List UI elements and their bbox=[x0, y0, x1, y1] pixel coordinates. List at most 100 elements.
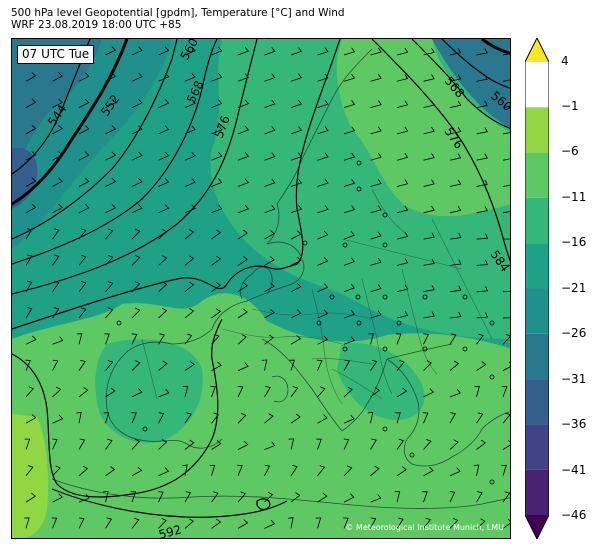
wind-barb bbox=[158, 439, 168, 450]
wind-barb bbox=[103, 490, 109, 503]
wind-barb bbox=[261, 359, 268, 371]
wind-barb bbox=[158, 99, 170, 108]
wind-barb bbox=[237, 440, 249, 450]
wind-barb bbox=[184, 333, 193, 345]
valid-time-label: 07 UTC Tue bbox=[17, 45, 95, 64]
wind-barb bbox=[131, 281, 141, 292]
wind-barb bbox=[158, 255, 168, 266]
wind-barb bbox=[182, 385, 189, 398]
wind-barb bbox=[264, 282, 275, 293]
wind-barb bbox=[343, 100, 356, 108]
wind-barb bbox=[211, 518, 222, 529]
wind-barb bbox=[502, 491, 510, 503]
wind-barb bbox=[237, 282, 248, 293]
wind-barb bbox=[502, 211, 510, 214]
wind-barb bbox=[370, 205, 382, 214]
wind-barb bbox=[502, 518, 510, 529]
colorbar-band bbox=[525, 243, 549, 289]
wind-barb bbox=[237, 204, 249, 214]
wind-barb bbox=[317, 335, 329, 345]
wind-barb bbox=[343, 73, 356, 82]
wind-barb bbox=[105, 228, 114, 240]
wind-barb bbox=[423, 439, 432, 450]
wind-barb bbox=[423, 100, 435, 108]
wind-barb bbox=[502, 105, 510, 108]
wind-barb bbox=[317, 47, 329, 56]
wind-barb bbox=[476, 179, 488, 187]
wind-barb bbox=[52, 307, 60, 319]
wind-barb bbox=[290, 335, 302, 345]
wind-barb bbox=[76, 411, 82, 424]
colorbar-tick: −31 bbox=[561, 372, 587, 386]
wind-barb bbox=[317, 230, 329, 240]
wind-barb bbox=[158, 491, 164, 503]
temp-band-1 bbox=[12, 414, 49, 538]
contour-576-east bbox=[411, 39, 510, 129]
wind-barb bbox=[131, 333, 138, 345]
wind-barb bbox=[209, 464, 216, 476]
temp-band-11-balkans bbox=[337, 343, 425, 420]
wind-barb bbox=[502, 184, 510, 187]
colorbar-bands bbox=[525, 38, 549, 539]
wind-barb bbox=[237, 334, 247, 345]
wind-barb bbox=[449, 48, 462, 56]
contour-592 bbox=[12, 318, 223, 498]
map-title: 500 hPa level Geopotential [gpdm], Tempe… bbox=[11, 7, 345, 19]
wind-barb bbox=[78, 517, 85, 529]
wind-barb bbox=[264, 386, 271, 398]
wind-barb bbox=[449, 311, 462, 319]
wind-barb bbox=[211, 46, 223, 56]
wind-barb bbox=[131, 151, 143, 161]
wind-barb bbox=[423, 205, 435, 214]
wind-barb bbox=[423, 388, 435, 398]
wind-barb bbox=[264, 256, 275, 266]
wind-barb bbox=[264, 204, 276, 214]
wind-barb bbox=[184, 178, 196, 187]
wind-barb bbox=[51, 517, 58, 529]
temp-band-26-ne bbox=[432, 39, 510, 128]
wind-barb bbox=[396, 310, 409, 319]
wind-barb bbox=[395, 333, 402, 345]
wind-barb bbox=[264, 178, 276, 187]
wind-barb bbox=[211, 282, 222, 293]
wind-barb bbox=[184, 518, 194, 529]
wind-barb bbox=[52, 414, 64, 424]
wind-barb bbox=[131, 204, 143, 214]
wind-barb bbox=[423, 258, 435, 266]
wind-barb bbox=[158, 333, 165, 345]
wind-barb bbox=[158, 388, 170, 398]
wind-barb bbox=[158, 125, 170, 135]
wind-barb bbox=[211, 412, 220, 424]
wind-barb bbox=[343, 336, 355, 345]
wind-barb bbox=[396, 179, 409, 187]
wind-barb bbox=[396, 387, 408, 398]
wind-barb bbox=[131, 388, 143, 398]
wind-barb bbox=[158, 412, 165, 424]
wind-barb bbox=[317, 99, 329, 108]
wind-barb bbox=[184, 255, 195, 266]
wind-barb bbox=[423, 153, 435, 161]
wind-barb bbox=[423, 311, 435, 319]
wind-barb bbox=[502, 412, 510, 424]
wind-barb bbox=[25, 98, 37, 108]
colorbar-band bbox=[525, 197, 549, 244]
weather-map: 544 552 560 568 576 584 592 568 576 560 … bbox=[11, 38, 511, 539]
wind-barb bbox=[158, 517, 167, 529]
country-borders bbox=[141, 188, 493, 405]
wind-barb bbox=[449, 179, 462, 187]
wind-barb bbox=[105, 517, 113, 529]
wind-barb bbox=[370, 465, 380, 477]
wind-barb bbox=[290, 47, 303, 56]
wind-barb bbox=[52, 177, 63, 187]
wind-barb bbox=[343, 359, 350, 371]
colorbar-band bbox=[525, 288, 549, 334]
contour-568 bbox=[12, 39, 218, 265]
wind-barb bbox=[105, 438, 113, 450]
wind-barb bbox=[394, 490, 401, 503]
wind-barb bbox=[237, 178, 249, 187]
wind-barb bbox=[290, 465, 298, 477]
wind-barb bbox=[502, 53, 510, 56]
wind-barb bbox=[290, 126, 303, 135]
wind-barb bbox=[131, 438, 140, 450]
wind-barb bbox=[264, 491, 274, 503]
